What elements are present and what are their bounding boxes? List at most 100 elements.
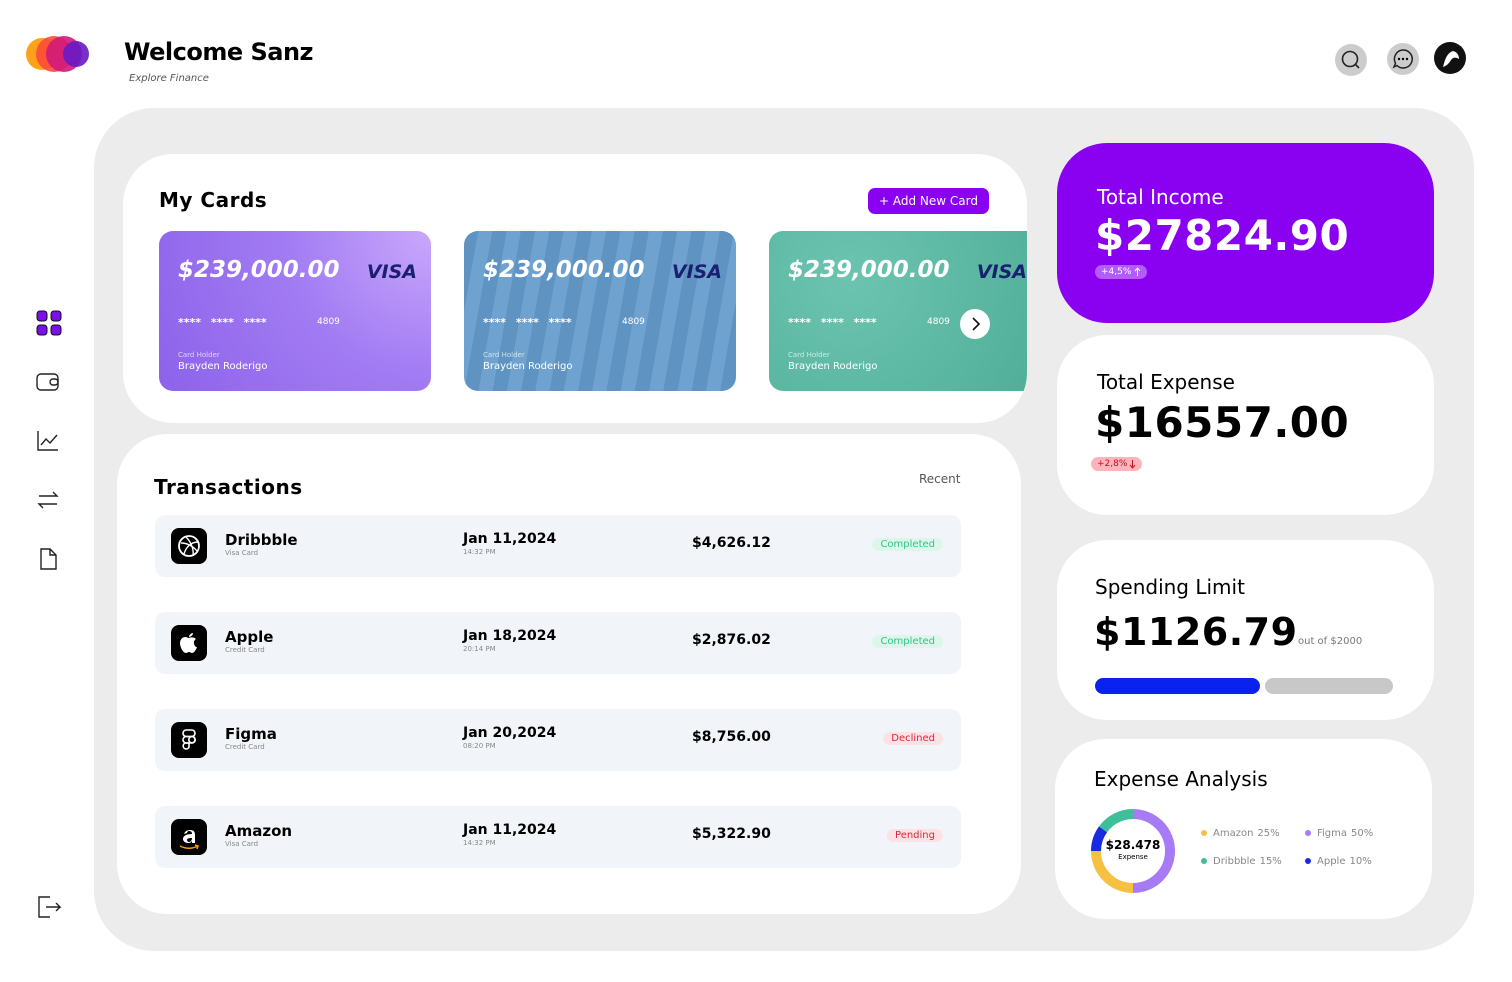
status-badge: Completed: [872, 635, 943, 648]
transaction-time: 14:32 PM: [463, 548, 496, 556]
merchant-name: Dribbble: [225, 531, 298, 549]
analysis-title: Expense Analysis: [1094, 767, 1268, 791]
legend-value: 10%: [1349, 856, 1372, 867]
transaction-amount: $4,626.12: [692, 535, 771, 551]
next-card-button[interactable]: [959, 308, 991, 340]
status-badge: Completed: [872, 538, 943, 551]
legend-dot: [1305, 830, 1311, 836]
card-number: **** **** ****: [483, 316, 572, 329]
nav-dashboard[interactable]: [36, 310, 62, 336]
card-holder: Brayden Roderigo: [788, 361, 878, 372]
spending-limit: out of $2000: [1298, 636, 1363, 647]
payment-method: Credit Card: [225, 646, 265, 654]
transaction-row[interactable]: Amazon Visa Card Jan 11,2024 14:32 PM $5,322…: [155, 806, 961, 868]
card-balance: $239,000.00: [483, 257, 645, 283]
donut-segment: [1091, 850, 1134, 893]
expense-amount: $16557.00: [1095, 398, 1350, 447]
card-holder-label: Card Holder: [788, 351, 830, 359]
legend-value: 25%: [1257, 828, 1280, 839]
spending-title: Spending Limit: [1095, 575, 1245, 599]
card-holder: Brayden Roderigo: [178, 361, 268, 372]
nav-logout[interactable]: [36, 895, 62, 919]
expense-change-value: +2,8%: [1097, 459, 1128, 469]
legend-item: Amazon 25%: [1201, 828, 1280, 839]
add-card-button[interactable]: + Add New Card: [868, 188, 989, 214]
nav-documents[interactable]: [36, 548, 60, 570]
card-brand: VISA: [976, 261, 1027, 283]
card-last4: 4809: [927, 317, 950, 327]
spending-remaining-bar: [1264, 678, 1393, 694]
transaction-date: Jan 11,2024: [463, 822, 557, 838]
merchant-name: Apple: [225, 628, 274, 646]
card-holder-label: Card Holder: [483, 351, 525, 359]
donut-chart: $28.478 Expense: [1091, 809, 1175, 893]
expense-card: Total Expense $16557.00 +2,8%: [1057, 335, 1434, 515]
income-title: Total Income: [1097, 185, 1224, 209]
main-panel: My Cards + Add New Card $239,000.00 VISA *…: [94, 108, 1474, 951]
merchant-icon: [171, 722, 207, 758]
logo: [26, 36, 89, 72]
analysis-card: Expense Analysis $28.478 Expense Amazon 2…: [1055, 739, 1432, 919]
card-last4: 4809: [622, 317, 645, 327]
nav-transfers[interactable]: [36, 490, 60, 510]
transaction-amount: $8,756.00: [692, 729, 771, 745]
legend-name: Apple: [1317, 856, 1346, 867]
bank-card[interactable]: $239,000.00 VISA **** **** **** 4809 Card Ho…: [159, 231, 431, 391]
income-change-value: +4,5%: [1101, 267, 1132, 277]
down-arrow: [1130, 460, 1136, 469]
avatar[interactable]: [1433, 41, 1467, 75]
card-number: **** **** ****: [178, 316, 267, 329]
bank-card[interactable]: $239,000.00 VISA **** **** **** 4809 Card Ho…: [464, 231, 736, 391]
transactions-filter[interactable]: Recent: [919, 472, 961, 486]
income-change: +4,5%: [1095, 265, 1148, 279]
donut-label: Expense: [1118, 853, 1148, 861]
search-button[interactable]: [1334, 43, 1368, 77]
transaction-date: Jan 20,2024: [463, 725, 557, 741]
donut-total: $28.478: [1106, 838, 1161, 852]
transaction-time: 14:32 PM: [463, 839, 496, 847]
payment-method: Visa Card: [225, 840, 259, 848]
status-badge: Pending: [887, 829, 943, 842]
legend-dot: [1201, 858, 1207, 864]
nav-wallet[interactable]: [36, 372, 60, 392]
expense-change: +2,8%: [1091, 457, 1143, 471]
legend-name: Dribbble: [1213, 856, 1256, 867]
transaction-row[interactable]: Figma Credit Card Jan 20,2024 08:20 PM $8,75…: [155, 709, 961, 771]
legend-value: 50%: [1351, 828, 1374, 839]
donut-segment: [1091, 826, 1108, 852]
up-arrow: [1135, 267, 1141, 276]
cards-title: My Cards: [159, 188, 268, 212]
card-holder: Brayden Roderigo: [483, 361, 573, 372]
transaction-date: Jan 18,2024: [463, 628, 557, 644]
transaction-date: Jan 11,2024: [463, 531, 557, 547]
card-holder-label: Card Holder: [178, 351, 220, 359]
legend-item: Figma 50%: [1305, 828, 1373, 839]
merchant-icon: [171, 625, 207, 661]
spending-amount: $1126.79: [1094, 610, 1298, 654]
spending-card: Spending Limit $1126.79 out of $2000: [1057, 540, 1434, 720]
welcome-subtitle: Explore Finance: [129, 73, 209, 84]
transaction-row[interactable]: Dribbble Visa Card Jan 11,2024 14:32 PM $4,6…: [155, 515, 961, 577]
bank-card[interactable]: $239,000.00 VISA **** **** **** 4809 Card Ho…: [769, 231, 1027, 391]
transaction-row[interactable]: Apple Credit Card Jan 18,2024 20:14 PM $2,87…: [155, 612, 961, 674]
merchant-icon: [171, 528, 207, 564]
card-number: **** **** ****: [788, 316, 877, 329]
legend-dot: [1201, 830, 1207, 836]
expense-title: Total Expense: [1097, 370, 1235, 394]
income-card: Total Income $27824.90 +4,5%: [1057, 143, 1434, 323]
nav-analytics[interactable]: [36, 430, 60, 452]
legend-name: Amazon: [1213, 828, 1254, 839]
payment-method: Credit Card: [225, 743, 265, 751]
legend-dot: [1305, 858, 1311, 864]
welcome-title: Welcome Sanz: [124, 38, 314, 66]
legend-item: Apple 10%: [1305, 856, 1372, 867]
status-badge: Declined: [883, 732, 943, 745]
card-balance: $239,000.00: [178, 257, 340, 283]
merchant-icon: [171, 819, 207, 855]
messages-button[interactable]: [1386, 42, 1420, 76]
donut-segment: [1132, 809, 1175, 893]
donut-segment: [1099, 809, 1134, 833]
payment-method: Visa Card: [225, 549, 259, 557]
